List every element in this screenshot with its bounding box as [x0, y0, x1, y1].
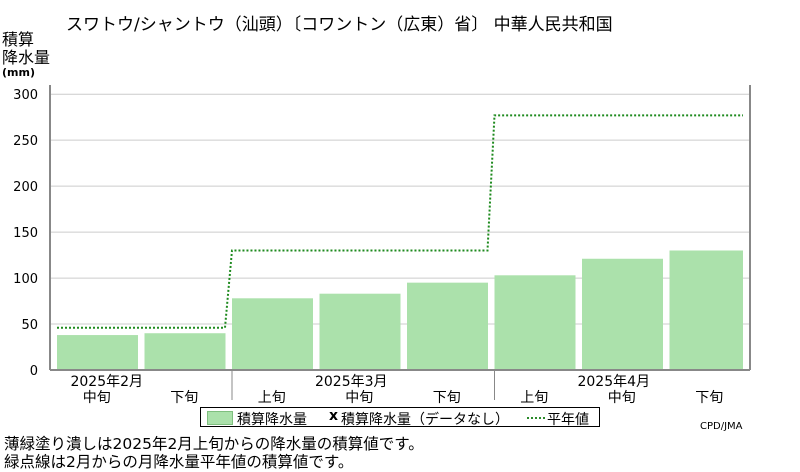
legend-label-no-data: 積算降水量（データなし）	[341, 412, 509, 428]
legend-swatch-accumulated	[207, 411, 233, 425]
bar	[669, 250, 743, 370]
normal-line	[57, 114, 743, 329]
y-axis-unit: (mm)	[2, 66, 35, 79]
y-tick-label: 200	[13, 180, 38, 195]
x-period-label: 下旬	[433, 390, 461, 406]
chart-legend: 積算降水量 x 積算降水量（データなし） 平年値	[200, 407, 600, 428]
y-tick-label: 250	[13, 134, 38, 149]
note-line-2: 緑点線は2月からの月降水量平年値の積算値です。	[4, 453, 354, 471]
legend-dotted-line	[527, 417, 545, 419]
x-period-label: 中旬	[345, 390, 373, 406]
x-period-label: 中旬	[83, 390, 111, 406]
x-period-label: 上旬	[258, 390, 286, 406]
x-month-label: 2025年4月	[577, 374, 650, 390]
x-period-label: 下旬	[695, 390, 723, 406]
bar	[407, 282, 488, 370]
x-period-label: 下旬	[170, 390, 198, 406]
x-period-label: 中旬	[608, 390, 636, 406]
legend-label-normal: 平年値	[547, 412, 589, 428]
y-tick-label: 150	[13, 226, 38, 241]
y-tick-label: 0	[30, 364, 38, 379]
bar	[57, 335, 138, 370]
bar	[319, 293, 401, 370]
y-axis-label: 積算 降水量	[2, 31, 50, 67]
y-axis-label-line2: 降水量	[2, 48, 51, 67]
x-period-label: 上旬	[520, 390, 548, 406]
credit-text: CPD/JMA	[700, 421, 743, 432]
x-month-label: 2025年3月	[315, 374, 388, 390]
legend-label-accumulated: 積算降水量	[237, 412, 307, 428]
note-line-1: 薄緑塗り潰しは2025年2月上旬からの降水量の積算値です。	[4, 435, 424, 453]
bar	[494, 275, 576, 370]
bar	[582, 258, 663, 370]
y-axis-label-line1: 積算	[2, 30, 35, 49]
x-month-label: 2025年2月	[70, 374, 143, 390]
chart-title: スワトウ/シャントウ（汕頭）〔コワントン（広東）省〕 中華人民共和国	[66, 15, 613, 35]
y-tick-label: 100	[13, 272, 38, 287]
bar	[232, 298, 313, 370]
bar	[144, 333, 226, 370]
legend-marker-no-data: x	[329, 408, 339, 424]
y-tick-label: 300	[13, 88, 38, 103]
y-tick-label: 50	[21, 318, 38, 333]
